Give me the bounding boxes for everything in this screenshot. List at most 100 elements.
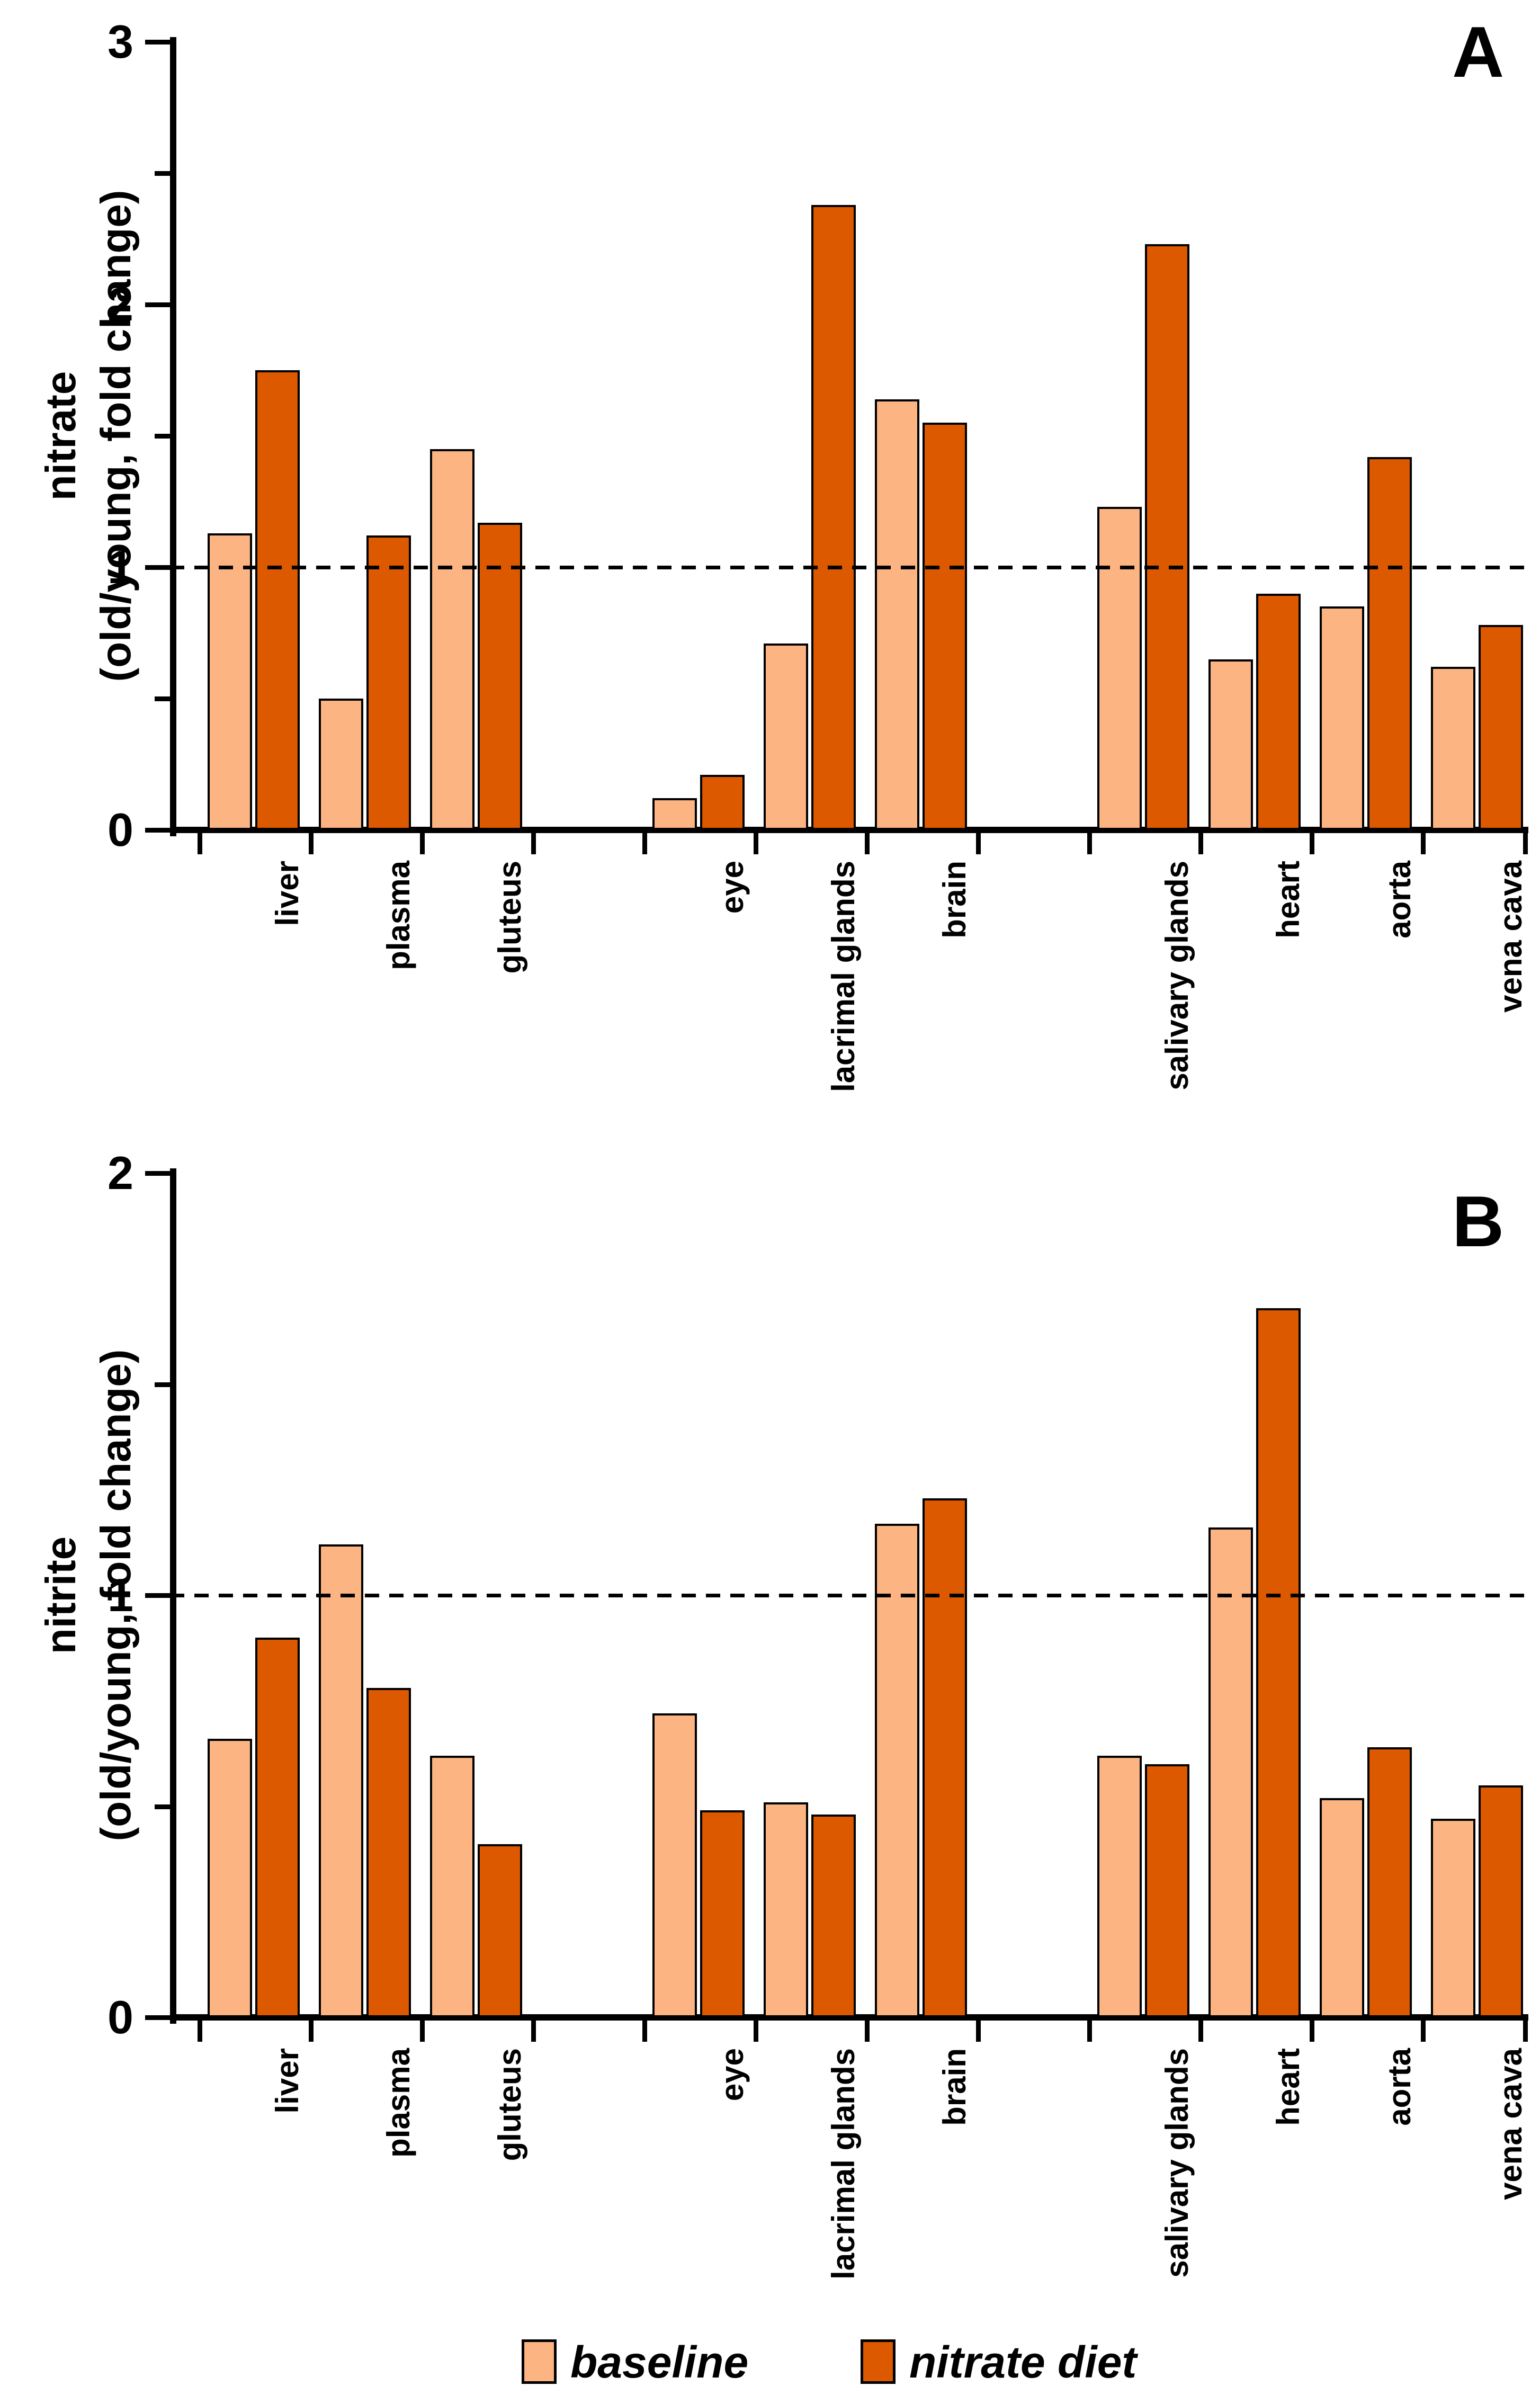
x-category-label: vena cava bbox=[1493, 2048, 1528, 2200]
bar-nitrate-diet-liver bbox=[255, 1638, 300, 2017]
y-axis-title: nitrite (old/young, fold change) bbox=[37, 1349, 139, 1842]
x-tick bbox=[642, 833, 647, 854]
bar-baseline-gluteus bbox=[430, 1756, 474, 2017]
bar-nitrate-diet-aorta bbox=[1367, 457, 1412, 830]
y-tick-label: 3 bbox=[108, 15, 133, 68]
y-major-tick bbox=[145, 565, 171, 570]
bar-nitrate-diet-heart bbox=[1256, 594, 1301, 830]
y-tick-label: 1 bbox=[108, 541, 133, 593]
x-category-label: heart bbox=[1270, 2048, 1306, 2126]
x-tick bbox=[1310, 833, 1314, 854]
x-tick bbox=[309, 2021, 314, 2042]
x-tick bbox=[198, 833, 202, 854]
x-tick bbox=[1087, 2021, 1092, 2042]
bar-nitrate-diet-plasma bbox=[366, 535, 411, 830]
y-minor-tick bbox=[155, 696, 171, 701]
y-tick-label: 0 bbox=[108, 1991, 133, 2043]
bar-nitrate-diet-lacrimal-glands bbox=[811, 205, 856, 830]
bar-baseline-eye bbox=[652, 798, 697, 830]
y-major-tick bbox=[145, 302, 171, 307]
y-major-tick bbox=[145, 828, 171, 833]
x-tick bbox=[865, 833, 870, 854]
bar-baseline-eye bbox=[652, 1713, 697, 2017]
x-tick bbox=[1087, 833, 1092, 854]
x-tick bbox=[1523, 833, 1528, 854]
y-minor-tick bbox=[155, 1382, 171, 1387]
x-category-label: plasma bbox=[381, 2048, 416, 2158]
bar-baseline-plasma bbox=[319, 699, 363, 830]
bar-baseline-salivary-glands bbox=[1097, 1756, 1142, 2017]
x-category-label: lacrimal glands bbox=[826, 861, 861, 1092]
bar-baseline-heart bbox=[1208, 659, 1253, 830]
x-category-label: lacrimal glands bbox=[826, 2048, 861, 2280]
x-tick bbox=[420, 833, 425, 854]
bar-nitrate-diet-eye bbox=[700, 1810, 745, 2017]
x-category-label: brain bbox=[937, 861, 972, 939]
baseline-swatch bbox=[522, 2339, 557, 2384]
bar-baseline-vena-cava bbox=[1431, 667, 1475, 830]
y-minor-tick bbox=[155, 434, 171, 439]
bar-baseline-lacrimal-glands bbox=[764, 644, 808, 830]
bar-baseline-gluteus bbox=[430, 449, 474, 830]
bar-nitrate-diet-vena-cava bbox=[1479, 625, 1523, 830]
bar-baseline-brain bbox=[875, 399, 919, 830]
x-category-label: gluteus bbox=[492, 2048, 527, 2161]
y-major-tick bbox=[145, 1171, 171, 1176]
reference-line-1 bbox=[170, 566, 1525, 569]
bar-nitrate-diet-plasma bbox=[366, 1688, 411, 2017]
legend: baseline nitrate diet bbox=[0, 2338, 1540, 2391]
x-tick bbox=[976, 833, 981, 854]
bar-nitrate-diet-liver bbox=[255, 370, 300, 830]
legend-label-nitrate-diet: nitrate diet bbox=[909, 2337, 1137, 2387]
x-tick bbox=[754, 2021, 758, 2042]
bar-nitrate-diet-heart bbox=[1256, 1308, 1301, 2017]
bar-baseline-vena-cava bbox=[1431, 1819, 1475, 2017]
panel-b-letter: B bbox=[1452, 1181, 1505, 1262]
y-tick-label: 0 bbox=[108, 803, 133, 856]
y-major-tick bbox=[145, 40, 171, 44]
bar-nitrate-diet-aorta bbox=[1367, 1747, 1412, 2017]
x-tick bbox=[309, 833, 314, 854]
x-tick bbox=[1523, 2021, 1528, 2042]
bar-baseline-salivary-glands bbox=[1097, 507, 1142, 830]
x-category-label: salivary glands bbox=[1159, 2048, 1195, 2278]
bar-baseline-aorta bbox=[1320, 1798, 1364, 2017]
bar-nitrate-diet-brain bbox=[923, 1498, 967, 2017]
x-category-label: eye bbox=[714, 861, 750, 914]
y-tick-label: 1 bbox=[108, 1569, 133, 1621]
x-category-label: vena cava bbox=[1493, 861, 1528, 1013]
bar-baseline-plasma bbox=[319, 1544, 363, 2017]
x-category-label: plasma bbox=[381, 861, 416, 970]
x-tick bbox=[642, 2021, 647, 2042]
y-major-tick bbox=[145, 2015, 171, 2020]
x-category-label: brain bbox=[937, 2048, 972, 2126]
x-category-label: aorta bbox=[1382, 2048, 1417, 2126]
bar-baseline-heart bbox=[1208, 1527, 1253, 2017]
panel-a-letter: A bbox=[1452, 12, 1505, 92]
legend-label-baseline: baseline bbox=[570, 2337, 749, 2387]
x-category-label: gluteus bbox=[492, 861, 527, 974]
x-category-label: aorta bbox=[1382, 861, 1417, 939]
bar-nitrate-diet-salivary-glands bbox=[1145, 1764, 1189, 2017]
x-tick bbox=[531, 833, 536, 854]
x-category-label: eye bbox=[714, 2048, 750, 2102]
bar-nitrate-diet-eye bbox=[700, 775, 745, 830]
x-tick bbox=[754, 833, 758, 854]
x-category-label: liver bbox=[270, 861, 305, 926]
x-tick bbox=[976, 2021, 981, 2042]
bar-nitrate-diet-salivary-glands bbox=[1145, 244, 1189, 830]
nitrate-diet-swatch bbox=[861, 2339, 896, 2384]
x-tick bbox=[1198, 2021, 1203, 2042]
bar-baseline-lacrimal-glands bbox=[764, 1802, 808, 2017]
x-category-label: salivary glands bbox=[1159, 861, 1195, 1091]
x-tick bbox=[420, 2021, 425, 2042]
bar-baseline-aorta bbox=[1320, 606, 1364, 830]
bar-nitrate-diet-vena-cava bbox=[1479, 1785, 1523, 2017]
x-tick bbox=[865, 2021, 870, 2042]
y-tick-label: 2 bbox=[108, 1147, 133, 1199]
y-axis-title: nitrate (old/young, fold change) bbox=[37, 190, 139, 682]
bar-nitrate-diet-gluteus bbox=[478, 1844, 522, 2017]
bar-baseline-liver bbox=[208, 1739, 252, 2017]
x-tick bbox=[1310, 2021, 1314, 2042]
